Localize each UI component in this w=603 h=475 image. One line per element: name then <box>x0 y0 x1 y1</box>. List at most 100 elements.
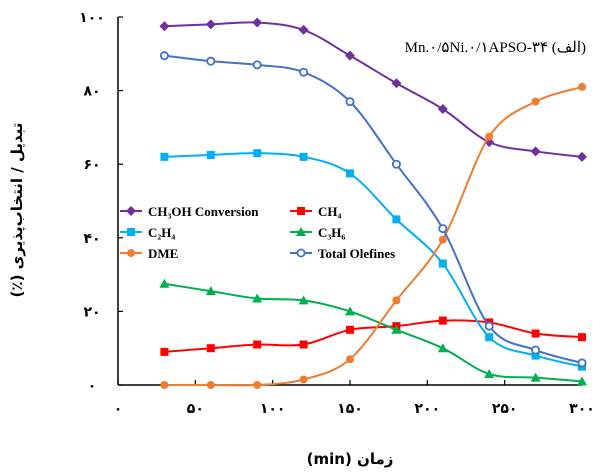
x-tick-label: ۲۰۰ <box>415 401 441 417</box>
data-point <box>205 19 216 30</box>
legend-label: C₃H₆ <box>318 225 345 240</box>
y-tick-label: ۸۰ <box>83 84 100 100</box>
data-point <box>159 21 170 32</box>
data-point <box>577 376 587 386</box>
legend-item: CH₄ <box>290 204 342 219</box>
x-tick-label: ۳۰۰ <box>569 401 595 417</box>
data-point <box>160 381 169 389</box>
data-point <box>345 50 355 61</box>
x-tick-label: ۰ <box>114 401 123 417</box>
data-point <box>346 355 354 364</box>
data-point <box>578 82 586 91</box>
data-point <box>299 340 308 349</box>
series-line <box>164 152 583 368</box>
data-point <box>391 78 402 89</box>
data-point <box>160 347 169 356</box>
data-point <box>159 51 169 61</box>
series-line <box>164 319 583 353</box>
data-point <box>531 351 540 360</box>
data-point <box>485 132 494 141</box>
legend-item: C₂H₄ <box>120 225 175 240</box>
x-axis-title: زمان (min) <box>307 450 394 468</box>
data-point <box>253 340 262 349</box>
series-0 <box>159 17 587 162</box>
legend-label: CH₃OH Conversion <box>148 204 259 219</box>
legend-label: DME <box>148 246 178 261</box>
data-point <box>438 224 448 234</box>
data-point <box>299 152 308 161</box>
data-point <box>392 296 401 305</box>
data-point <box>206 344 215 353</box>
data-point <box>252 17 263 28</box>
data-point <box>484 368 495 378</box>
y-tick-label: ۰ <box>88 378 97 394</box>
data-point <box>391 159 401 169</box>
legend-item: C₃H₆ <box>290 225 345 240</box>
legend-item: Total Olefines <box>290 246 395 261</box>
legend-swatch-marker <box>127 228 135 236</box>
legend-swatch-marker <box>296 248 306 258</box>
data-point <box>438 235 447 244</box>
data-point <box>206 381 215 389</box>
data-point <box>345 97 355 107</box>
legend-swatch-marker <box>296 227 306 236</box>
data-point <box>160 152 169 161</box>
legend-label: C₂H₄ <box>148 225 175 240</box>
data-point <box>252 60 262 70</box>
chart-axes: ۰ ۲۰ ۴۰ ۶۰ ۸۰ ۱۰۰ ۰ ۵۰ ۱۰۰ ۱۵۰ ۲۰۰ ۲۵۰ ۳۰۰ <box>79 10 595 417</box>
legend-item: DME <box>120 246 178 261</box>
y-axis-title: تبدیل / انتخاب‌پذیری (٪) <box>8 123 27 298</box>
series-1 <box>160 316 586 356</box>
data-point <box>206 56 216 66</box>
data-point <box>437 343 448 353</box>
legend-swatch-marker <box>126 206 136 216</box>
data-point <box>345 306 355 316</box>
data-point <box>531 97 540 106</box>
series-5 <box>159 51 587 368</box>
data-point <box>298 295 309 305</box>
y-tick-label: ۶۰ <box>83 157 100 173</box>
series-line <box>164 54 583 364</box>
data-point <box>391 324 402 334</box>
data-point <box>392 215 401 224</box>
series-4 <box>160 82 586 389</box>
data-point <box>298 24 309 35</box>
legend-label: CH₄ <box>318 204 342 219</box>
legend-label: Total Olefines <box>318 246 395 261</box>
data-point <box>205 286 216 296</box>
data-point <box>159 278 170 288</box>
data-point <box>346 325 354 334</box>
data-point <box>577 151 587 162</box>
data-point <box>253 381 262 389</box>
x-tick-label: ۱۰۰ <box>260 401 286 417</box>
series-3 <box>159 278 587 386</box>
data-point <box>577 358 587 368</box>
legend-swatch-marker <box>127 249 135 257</box>
series-2 <box>160 149 586 371</box>
chart-legend: CH₃OH Conversion CH₄ C₂H₄ C₃H₆ DME Total Olef… <box>120 204 395 261</box>
series-layer <box>159 17 587 389</box>
x-tick-label: ۲۵۰ <box>492 401 518 417</box>
data-point <box>578 333 586 342</box>
y-tick-label: ۲۰ <box>83 304 100 320</box>
data-point <box>438 259 447 268</box>
data-point <box>437 104 448 114</box>
legend-swatch-marker <box>297 207 305 215</box>
x-tick-label: ۵۰ <box>187 401 204 417</box>
data-point <box>299 67 309 77</box>
x-axis-ticks: ۰ ۵۰ ۱۰۰ ۱۵۰ ۲۰۰ ۲۵۰ ۳۰۰ <box>114 380 595 417</box>
y-axis-ticks: ۰ ۲۰ ۴۰ ۶۰ ۸۰ ۱۰۰ <box>79 10 123 394</box>
series-line <box>164 282 583 383</box>
data-point <box>346 169 354 178</box>
data-point <box>299 375 308 384</box>
data-point <box>253 149 262 158</box>
x-tick-label: ۱۵۰ <box>337 401 363 417</box>
series-line <box>164 21 583 158</box>
data-point <box>530 146 541 157</box>
data-point <box>252 293 263 303</box>
y-tick-label: ۴۰ <box>83 231 100 247</box>
series-line <box>164 85 583 387</box>
catalyst-annotation: Mn.۰/۵Ni.۰/۱APSO-۳۴ (الف) <box>405 40 586 56</box>
data-point <box>531 329 540 338</box>
